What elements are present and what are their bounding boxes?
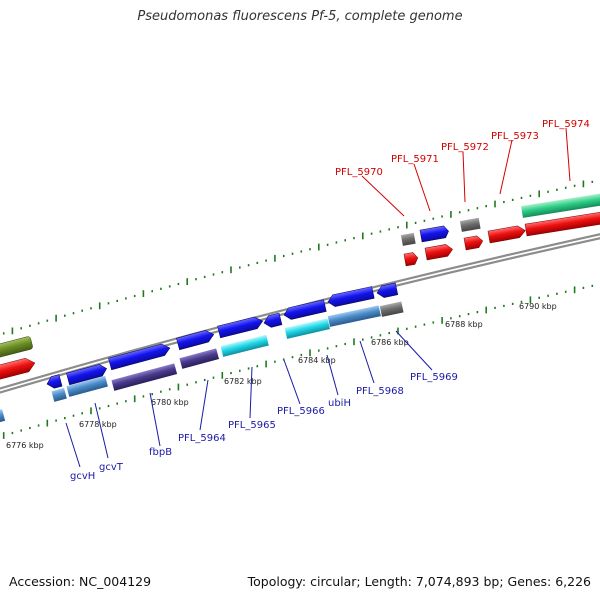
gene-labels-bottom: gcvH gcvT fbpB PFL_5964 PFL_5965 PFL_596… [70,372,458,482]
kbp-label: 6776 kbp [6,441,44,450]
gene-blue [66,364,107,386]
kbp-label: 6788 kbp [445,320,483,329]
gene-red [403,252,419,267]
gene-label: PFL_5966 [277,406,325,417]
gene-red [524,211,600,237]
gene-blue [419,225,449,243]
accession-text: Accession: NC_004129 [9,574,152,589]
gene-purple [179,348,219,369]
gene-slate [0,409,6,425]
gene-slate [51,387,67,402]
gene-label: PFL_5964 [178,433,226,444]
gene-blue [327,286,375,307]
kbp-label: 6780 kbp [151,398,189,407]
kbp-scale-labels: 6776 kbp 6778 kbp 6780 kbp 6782 kbp 6784… [6,302,557,450]
outer-tick-track [2,180,594,335]
gene-slate [66,375,108,397]
gene-label: PFL_5973 [491,131,539,142]
kbp-label: 6784 kbp [298,356,336,365]
gene-cyan [220,334,269,357]
gene-blue [46,374,63,389]
gene-blue [376,282,399,298]
gene-blue [217,316,264,339]
gene-labels-top: PFL_5970 PFL_5971 PFL_5972 PFL_5973 PFL_… [335,119,590,178]
gene-label: PFL_5970 [335,167,383,178]
gene-green [521,192,600,218]
gene-blue [108,343,171,371]
gene-cyan [284,318,330,339]
gene-red [463,235,484,251]
gene-label: PFL_5971 [391,154,439,165]
gene-label: PFL_5969 [410,372,458,383]
gene-features [0,192,600,425]
gene-label: gcvH [70,471,95,482]
gene-grey [379,301,404,317]
gene-purple [111,363,178,391]
gene-slate [327,305,381,327]
gene-label: PFL_5974 [542,119,590,130]
gene-label: PFL_5968 [356,386,404,397]
kbp-label: 6778 kbp [79,420,117,429]
gene-grey [459,217,481,232]
kbp-label: 6782 kbp [224,377,262,386]
gene-red [487,225,526,244]
kbp-label: 6786 kbp [371,338,409,347]
inner-tick-track [2,284,594,439]
leader-lines [65,127,571,468]
gene-label: PFL_5965 [228,420,276,431]
kbp-label: 6790 kbp [519,302,557,311]
gene-label: ubiH [328,398,351,409]
map-title: Pseudomonas fluorescens Pf-5, complete g… [137,9,463,24]
gene-grey [400,232,416,246]
gene-blue [263,312,283,328]
gene-olive [0,336,33,360]
gene-red [0,357,36,383]
gene-red [424,244,453,261]
topology-text: Topology: circular; Length: 7,074,893 bp… [247,574,591,589]
gene-label: fbpB [149,447,172,458]
gene-blue [176,330,215,351]
gene-blue [283,299,327,320]
gene-label: PFL_5972 [441,142,489,153]
gene-label: gcvT [99,462,124,473]
